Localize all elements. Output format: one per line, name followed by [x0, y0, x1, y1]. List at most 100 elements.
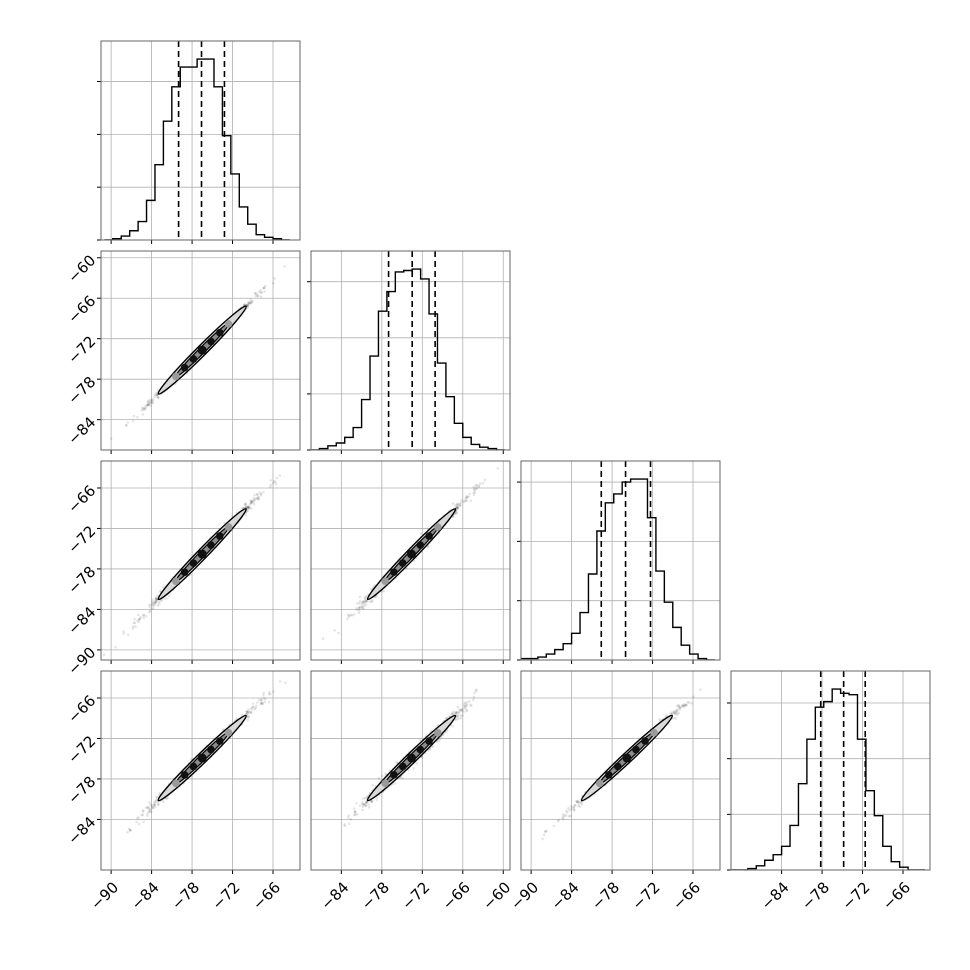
sample-point: [135, 820, 138, 824]
sample-point: [472, 493, 476, 497]
sample-point: [254, 704, 258, 708]
sample-point: [458, 504, 462, 508]
density-peak: [390, 568, 398, 576]
sample-point: [141, 413, 145, 416]
sample-point: [347, 816, 350, 819]
sample-point: [134, 625, 137, 628]
sample-point: [260, 700, 263, 704]
scatter-3-1: [343, 688, 478, 828]
y-tick-label: −90: [64, 644, 99, 679]
density-peak: [215, 737, 224, 745]
sample-point: [140, 406, 144, 410]
sample-point: [152, 804, 156, 807]
sample-point: [574, 803, 577, 807]
sample-point: [380, 774, 384, 778]
sample-point: [496, 467, 500, 470]
sample-point: [151, 806, 155, 810]
sample-point: [455, 506, 459, 510]
sample-point: [455, 502, 459, 506]
sample-point: [460, 708, 464, 711]
sample-point: [465, 496, 468, 499]
panel-frame: [100, 460, 301, 661]
sample-point: [154, 597, 158, 601]
sample-point: [150, 398, 153, 402]
y-tick-label: −78: [64, 773, 99, 808]
sample-point: [257, 698, 261, 702]
sample-point: [459, 716, 463, 720]
sample-point: [469, 704, 473, 708]
sample-point: [388, 769, 391, 772]
sample-point: [262, 696, 266, 700]
sample-point: [253, 493, 256, 497]
sample-point: [131, 419, 135, 423]
density-peak: [180, 363, 189, 372]
sample-point: [675, 708, 678, 712]
sample-point: [146, 400, 150, 403]
sample-point: [125, 423, 128, 427]
sample-point: [261, 702, 264, 705]
sample-point: [246, 304, 250, 307]
sample-point: [355, 801, 358, 805]
sample-point: [463, 703, 466, 706]
sample-point: [426, 545, 429, 549]
sample-point: [159, 589, 162, 593]
sample-point: [136, 816, 139, 820]
sample-point: [267, 693, 271, 696]
sample-point: [250, 500, 254, 503]
sample-point: [148, 801, 151, 804]
sample-point: [474, 484, 478, 487]
sample-point: [162, 800, 165, 804]
sample-point: [156, 802, 160, 806]
sample-point: [166, 796, 169, 800]
sample-point: [249, 499, 252, 503]
sample-point: [451, 724, 455, 728]
sample-point: [140, 409, 143, 412]
sample-point: [364, 801, 368, 805]
sample-point: [459, 708, 463, 712]
sample-point: [358, 804, 362, 807]
sample-point: [364, 600, 368, 604]
sample-point: [245, 712, 248, 716]
sample-point: [437, 739, 441, 743]
sample-point: [147, 403, 151, 406]
y-tick-label: −72: [64, 522, 99, 557]
sample-point: [353, 810, 357, 813]
sample-point: [477, 484, 481, 488]
sample-point: [333, 629, 336, 632]
sample-point: [155, 795, 158, 798]
panel-frame: [310, 670, 511, 871]
scatter-1-0: [109, 264, 287, 440]
sample-point: [368, 600, 372, 604]
sample-point: [351, 613, 354, 617]
sample-point: [353, 811, 357, 814]
panel-frame: [100, 40, 301, 241]
sample-point: [259, 698, 263, 702]
sample-point: [472, 698, 475, 702]
density-peak: [434, 523, 442, 531]
sample-point: [450, 712, 454, 716]
sample-point: [460, 709, 464, 712]
sample-point: [681, 704, 684, 707]
sample-point: [419, 532, 423, 536]
sample-point: [250, 711, 253, 715]
sample-point: [362, 600, 366, 604]
sample-point: [148, 398, 151, 402]
sample-point: [144, 407, 147, 410]
sample-point: [160, 599, 164, 602]
sample-point: [462, 500, 465, 504]
sample-point: [155, 600, 158, 603]
sample-point: [247, 505, 250, 508]
sample-point: [140, 813, 143, 817]
sample-point: [355, 608, 359, 611]
sample-point: [456, 504, 459, 507]
sample-point: [475, 688, 478, 691]
sample-point: [284, 681, 287, 684]
sample-point: [146, 403, 150, 406]
sample-point: [462, 710, 465, 714]
sample-point: [349, 817, 353, 821]
sample-point: [137, 618, 141, 621]
sample-point: [155, 393, 159, 397]
sample-point: [456, 506, 460, 509]
x-tick-label: −72: [398, 878, 433, 913]
sample-point: [456, 715, 460, 719]
